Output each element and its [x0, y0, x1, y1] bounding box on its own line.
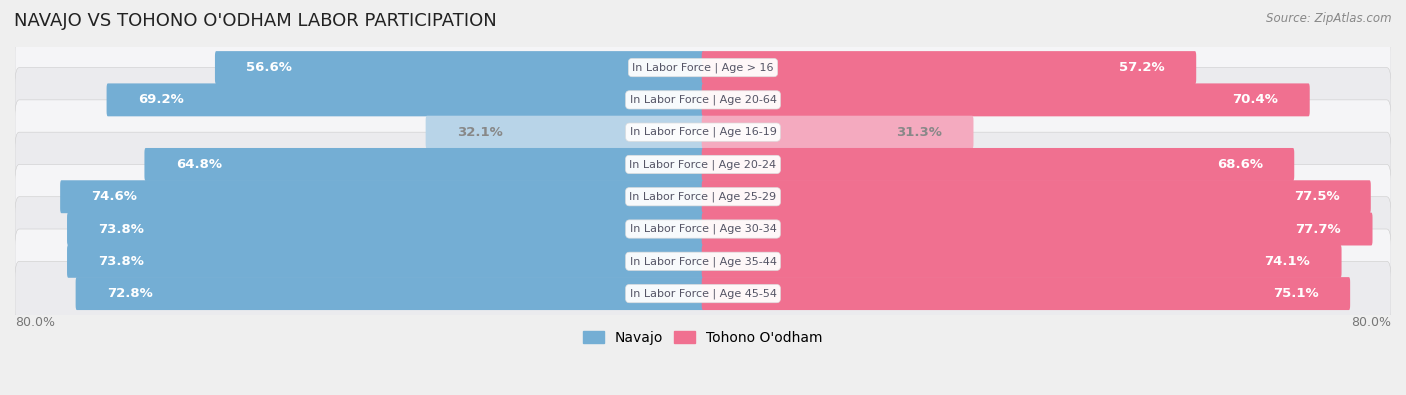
FancyBboxPatch shape	[15, 261, 1391, 326]
Text: 70.4%: 70.4%	[1233, 93, 1278, 106]
Text: In Labor Force | Age 30-34: In Labor Force | Age 30-34	[630, 224, 776, 234]
Text: 31.3%: 31.3%	[896, 126, 942, 139]
Text: In Labor Force | Age 20-64: In Labor Force | Age 20-64	[630, 95, 776, 105]
FancyBboxPatch shape	[60, 180, 704, 213]
Text: In Labor Force | Age 20-24: In Labor Force | Age 20-24	[630, 159, 776, 170]
Legend: Navajo, Tohono O'odham: Navajo, Tohono O'odham	[578, 325, 828, 350]
FancyBboxPatch shape	[67, 245, 704, 278]
FancyBboxPatch shape	[702, 51, 1197, 84]
Text: In Labor Force | Age 25-29: In Labor Force | Age 25-29	[630, 192, 776, 202]
Text: 74.1%: 74.1%	[1264, 255, 1310, 268]
Text: 72.8%: 72.8%	[107, 287, 153, 300]
Text: 73.8%: 73.8%	[98, 255, 145, 268]
Text: In Labor Force | Age 45-54: In Labor Force | Age 45-54	[630, 288, 776, 299]
FancyBboxPatch shape	[15, 197, 1391, 261]
Text: 64.8%: 64.8%	[176, 158, 222, 171]
FancyBboxPatch shape	[15, 132, 1391, 197]
Text: 73.8%: 73.8%	[98, 222, 145, 235]
Text: Source: ZipAtlas.com: Source: ZipAtlas.com	[1267, 12, 1392, 25]
FancyBboxPatch shape	[145, 148, 704, 181]
FancyBboxPatch shape	[702, 213, 1372, 245]
Text: 57.2%: 57.2%	[1119, 61, 1164, 74]
FancyBboxPatch shape	[702, 148, 1295, 181]
FancyBboxPatch shape	[702, 180, 1371, 213]
Text: 80.0%: 80.0%	[1351, 316, 1391, 329]
Text: In Labor Force | Age 35-44: In Labor Force | Age 35-44	[630, 256, 776, 267]
Text: 80.0%: 80.0%	[15, 316, 55, 329]
Text: NAVAJO VS TOHONO O'ODHAM LABOR PARTICIPATION: NAVAJO VS TOHONO O'ODHAM LABOR PARTICIPA…	[14, 12, 496, 30]
Text: 74.6%: 74.6%	[91, 190, 138, 203]
FancyBboxPatch shape	[702, 116, 973, 149]
Text: 32.1%: 32.1%	[457, 126, 503, 139]
FancyBboxPatch shape	[702, 245, 1341, 278]
FancyBboxPatch shape	[67, 213, 704, 245]
FancyBboxPatch shape	[15, 100, 1391, 164]
FancyBboxPatch shape	[76, 277, 704, 310]
FancyBboxPatch shape	[215, 51, 704, 84]
FancyBboxPatch shape	[15, 68, 1391, 132]
FancyBboxPatch shape	[107, 83, 704, 117]
FancyBboxPatch shape	[15, 229, 1391, 293]
FancyBboxPatch shape	[702, 83, 1310, 117]
FancyBboxPatch shape	[15, 35, 1391, 100]
Text: 56.6%: 56.6%	[246, 61, 292, 74]
Text: 77.7%: 77.7%	[1295, 222, 1341, 235]
FancyBboxPatch shape	[426, 116, 704, 149]
Text: 77.5%: 77.5%	[1294, 190, 1340, 203]
FancyBboxPatch shape	[15, 164, 1391, 229]
Text: 75.1%: 75.1%	[1274, 287, 1319, 300]
Text: In Labor Force | Age > 16: In Labor Force | Age > 16	[633, 62, 773, 73]
Text: 68.6%: 68.6%	[1216, 158, 1263, 171]
FancyBboxPatch shape	[702, 277, 1350, 310]
Text: 69.2%: 69.2%	[138, 93, 184, 106]
Text: In Labor Force | Age 16-19: In Labor Force | Age 16-19	[630, 127, 776, 137]
